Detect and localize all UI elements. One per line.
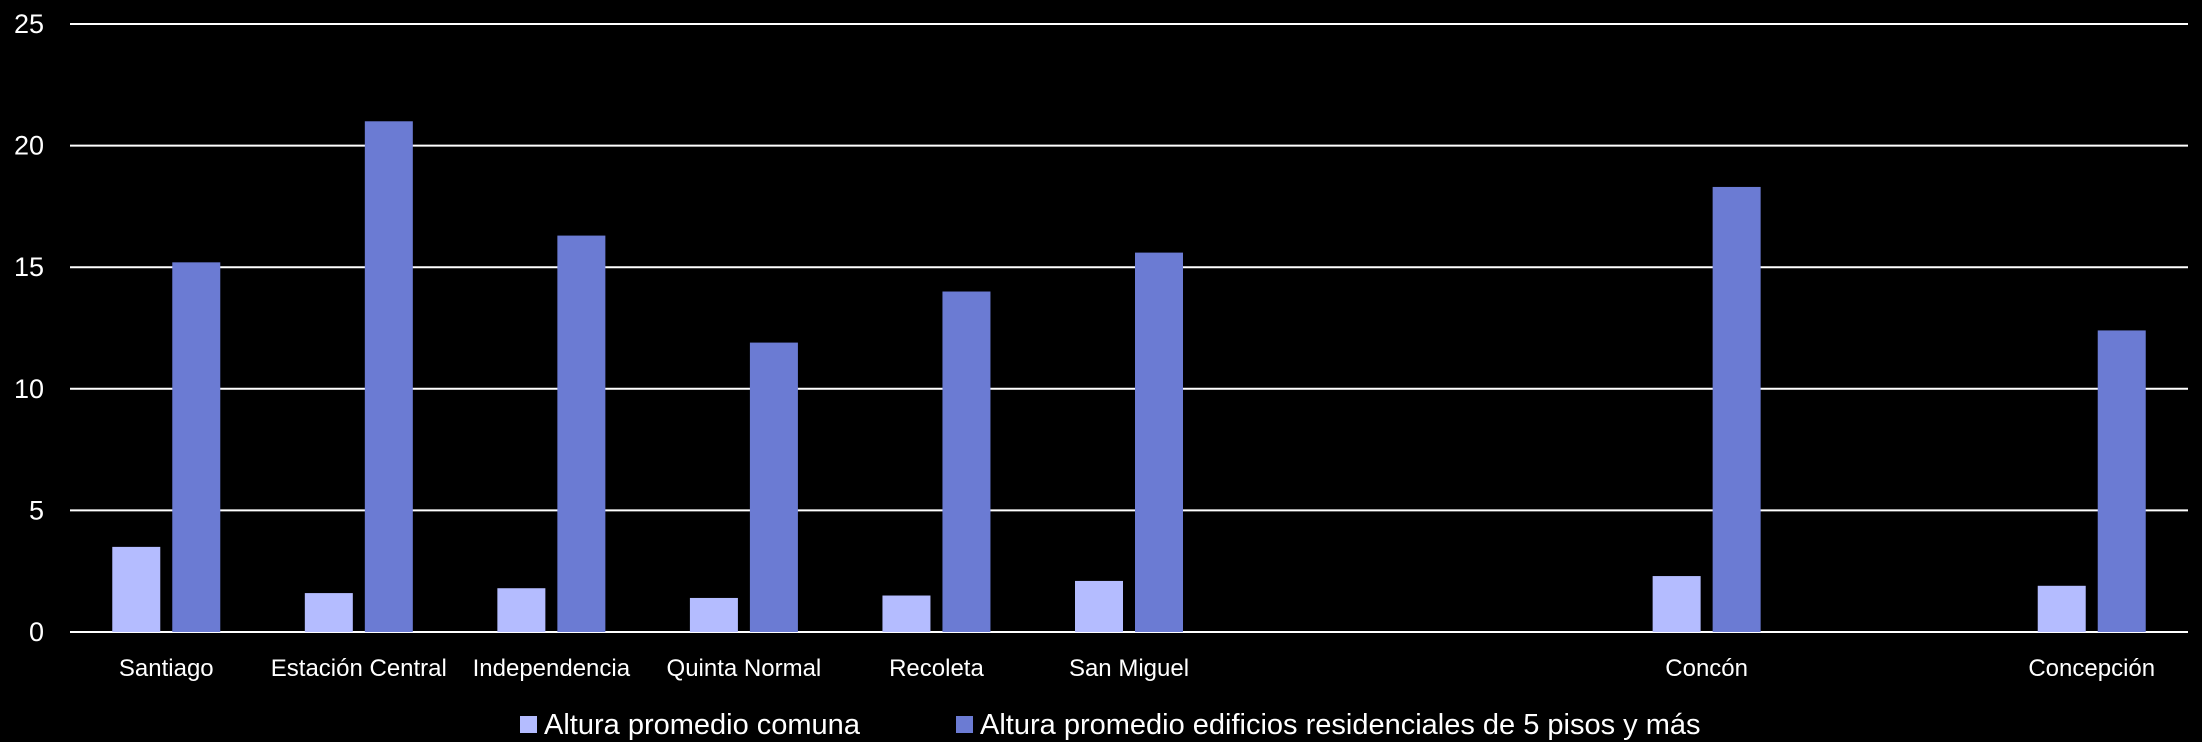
bar-series-0 [1652,576,1701,632]
x-category-label: San Miguel [1069,655,1189,682]
bar-series-0 [1075,580,1123,632]
bar-series-1 [1135,252,1183,632]
x-category-label: Independencia [473,655,631,682]
y-axis-ticks: 0 5 10 15 20 25 [14,9,44,647]
y-tick-label: 5 [29,495,44,525]
x-category-label: Santiago [119,655,214,682]
gridlines [70,23,2188,633]
bar-series-1 [749,342,798,632]
y-tick-label: 0 [29,617,44,647]
bar-series-1 [942,291,991,632]
legend: Altura promedio comuna Altura promedio e… [520,709,1701,741]
bar-series-0 [882,595,931,632]
y-tick-label: 25 [14,9,44,39]
y-tick-label: 10 [14,374,44,404]
x-category-label: Concepción [2028,655,2155,682]
legend-label-altura-comuna: Altura promedio comuna [544,709,861,741]
x-axis-labels: Santiago Estación Central Independencia Qui… [119,655,2155,682]
x-category-label: Recoleta [889,655,984,682]
legend-label-altura-edificios: Altura promedio edificios residenciales … [980,709,1701,741]
bar-series-0 [112,546,161,632]
bar-series-0 [497,588,546,632]
x-category-label: Estación Central [271,655,447,682]
bar-series-1 [1712,186,1761,632]
bar-series-0 [2037,585,2086,632]
legend-swatch-altura-edificios [956,716,973,733]
bar-series-1 [172,262,221,632]
bar-series-1 [557,235,606,633]
bar-series-0 [689,597,738,632]
legend-swatch-altura-comuna [520,716,537,733]
y-tick-label: 20 [14,131,44,161]
x-category-label: Concón [1665,655,1748,682]
bar-series-0 [304,593,353,632]
bar-series-1 [2097,330,2146,632]
bar-series-1 [364,121,413,632]
x-category-label: Quinta Normal [667,655,822,682]
bars [112,121,2146,633]
y-tick-label: 15 [14,252,44,282]
